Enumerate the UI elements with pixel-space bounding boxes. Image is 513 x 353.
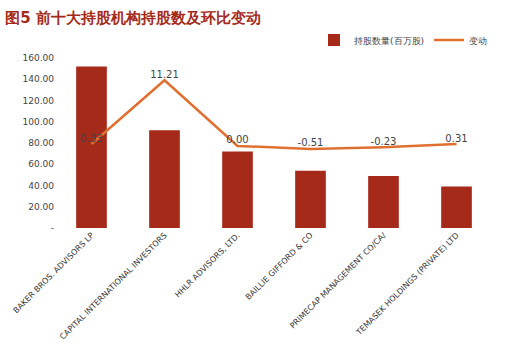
svg-text:HHLR ADVISORS, LTD.: HHLR ADVISORS, LTD.: [173, 231, 242, 300]
svg-text:CAPITAL INTERNATIONAL INVESTOR: CAPITAL INTERNATIONAL INVESTORS: [58, 231, 169, 342]
svg-text:变动: 变动: [469, 36, 487, 46]
svg-text:持股数量(百万股): 持股数量(百万股): [354, 36, 424, 46]
svg-text:40.00: 40.00: [28, 181, 54, 191]
svg-text:120.00: 120.00: [23, 96, 55, 106]
svg-text:BAILLIE GIFFORD & CO: BAILLIE GIFFORD & CO: [244, 231, 315, 302]
svg-text:0.31: 0.31: [445, 133, 467, 144]
svg-text:TEMASEK HOLDINGS (PRIVATE) LTD: TEMASEK HOLDINGS (PRIVATE) LTD: [354, 231, 461, 338]
svg-text:100.00: 100.00: [23, 117, 55, 127]
svg-text:-: -: [51, 223, 54, 233]
svg-text:0.00: 0.00: [226, 134, 248, 145]
svg-text:-0.23: -0.23: [371, 136, 397, 147]
svg-text:图5 前十大持股机构持股数及环比变动: 图5 前十大持股机构持股数及环比变动: [5, 9, 261, 27]
svg-text:60.00: 60.00: [28, 159, 54, 169]
svg-text:-0.51: -0.51: [298, 137, 324, 148]
svg-text:20.00: 20.00: [28, 202, 54, 212]
svg-text:11.21: 11.21: [150, 69, 179, 80]
svg-text:BAKER BROS. ADVISORS LP: BAKER BROS. ADVISORS LP: [12, 231, 96, 315]
svg-text:80.00: 80.00: [28, 138, 54, 148]
svg-text:PRIMECAP MANAGEMENT CO/CA/: PRIMECAP MANAGEMENT CO/CA/: [288, 231, 388, 331]
svg-text:160.00: 160.00: [23, 53, 55, 63]
svg-text:140.00: 140.00: [23, 74, 55, 84]
svg-text:0.33: 0.33: [80, 133, 102, 144]
